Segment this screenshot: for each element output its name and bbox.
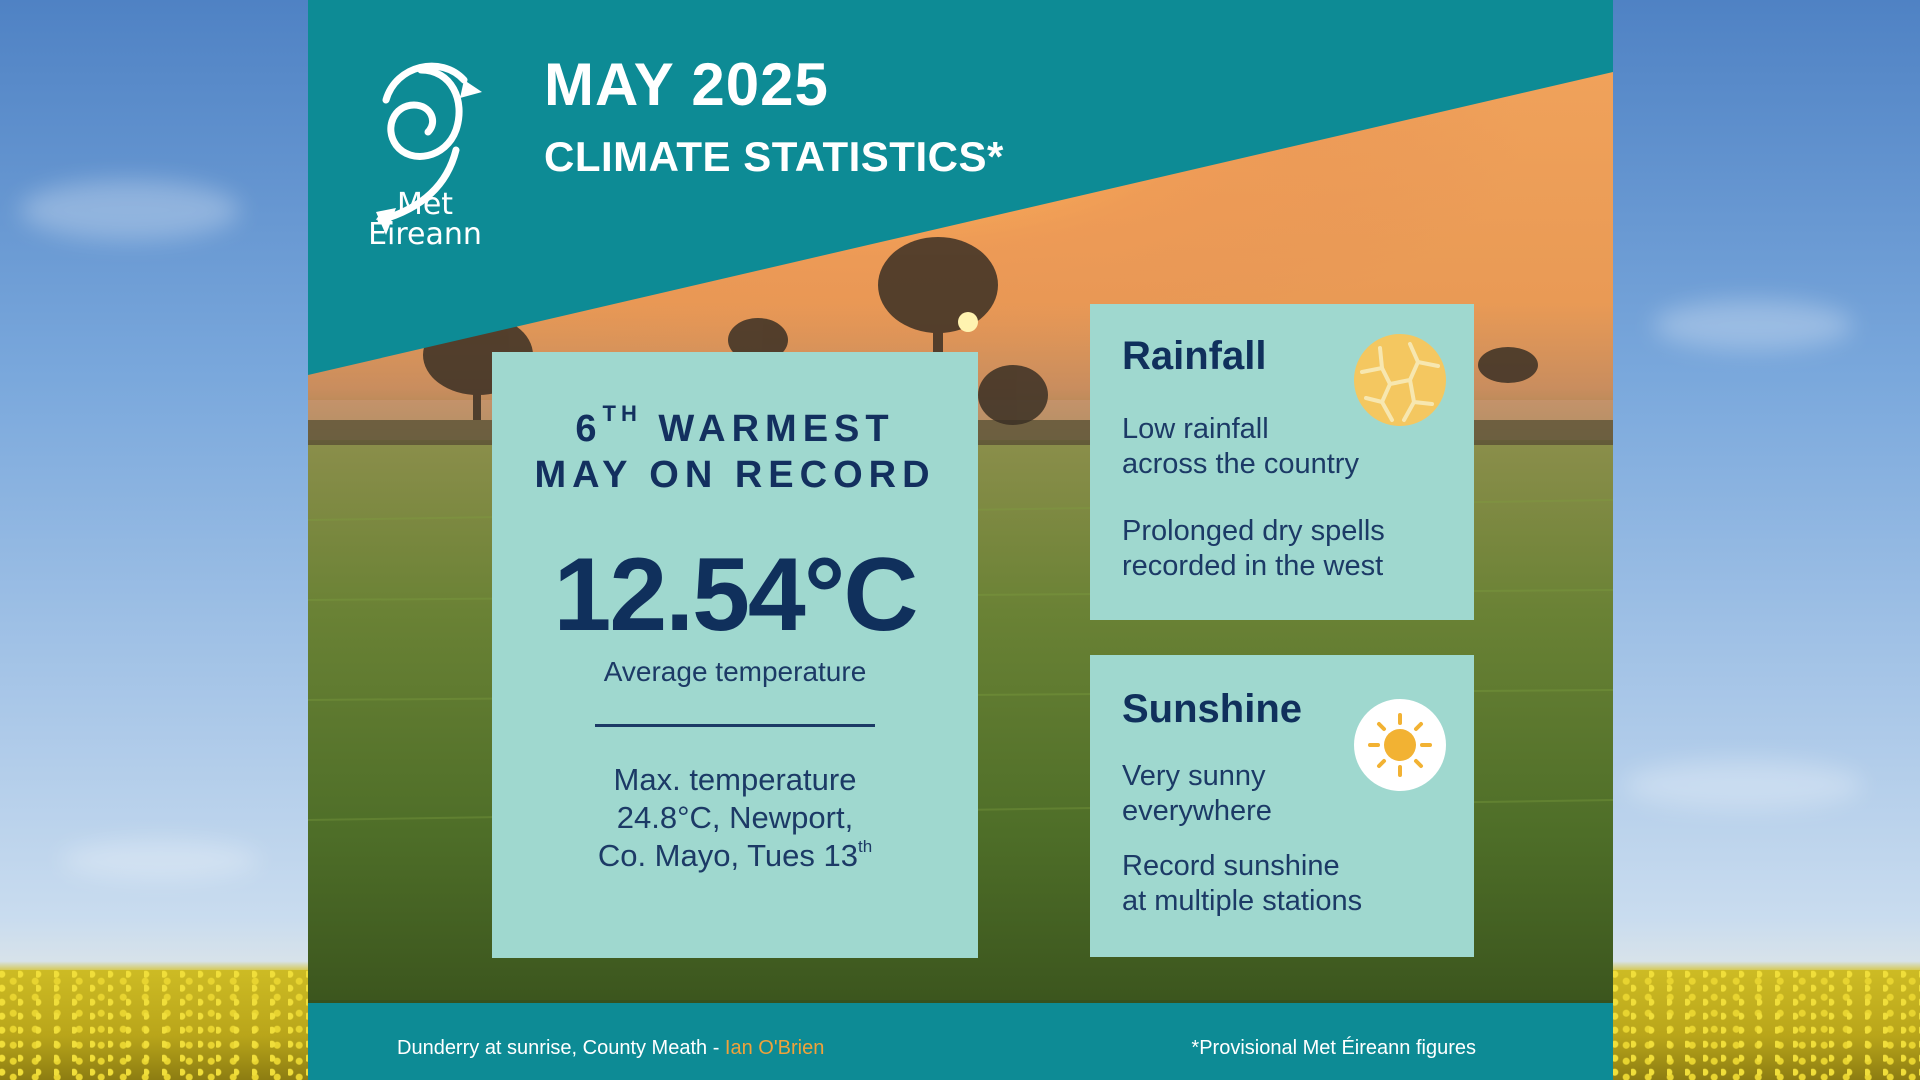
card-divider [595,724,875,727]
rapeseed-field-left [0,970,308,1080]
photo-credit: Dunderry at sunrise, County Meath - Ian … [397,1037,825,1059]
rapeseed-field-right [1613,970,1920,1080]
header-banner [308,0,1613,375]
logo-wordmark: Met Éireann [368,187,482,252]
rainfall-summary: Low rainfall across the country [1122,413,1359,480]
temperature-card: 6TH WARMEST MAY ON RECORD 12.54°C Averag… [492,352,978,958]
climate-poster: Met Éireann MAY 2025 CLIMATE STATISTICS*… [308,0,1613,1080]
dry-cracked-earth-icon [1352,332,1448,428]
footer-bar: Dunderry at sunrise, County Meath - Ian … [308,1003,1613,1080]
sunshine-summary: Very sunny everywhere [1122,760,1272,827]
photo-author: Ian O'Brien [724,1037,825,1059]
average-temperature-value: 12.54°C [553,537,919,653]
average-temperature-label: Average temperature [603,656,867,687]
record-rank: 6TH WARMEST MAY ON RECORD [534,401,936,497]
rainfall-card: Rainfall Low rainfall across the country [1090,304,1474,620]
rainfall-detail: Prolonged dry spells recorded in the wes… [1122,515,1385,582]
sunshine-detail: Record sunshine at multiple stations [1122,850,1363,917]
sunshine-heading: Sunshine [1122,687,1303,731]
sun-icon [1352,697,1448,793]
sunshine-card: Sunshine Very sunny everywhere [1090,655,1474,957]
met-eireann-logo-icon [376,62,482,235]
max-temperature-text: Max. temperature 24.8°C, Newport, Co. Ma… [597,762,873,873]
page-subtitle: CLIMATE STATISTICS* [544,133,1004,180]
background-sky-right [1613,0,1920,1080]
background-sky-left [0,0,308,1080]
provisional-note: *Provisional Met Éireann figures [1191,1037,1476,1059]
rainfall-heading: Rainfall [1122,334,1267,378]
page-title: MAY 2025 [544,51,829,118]
